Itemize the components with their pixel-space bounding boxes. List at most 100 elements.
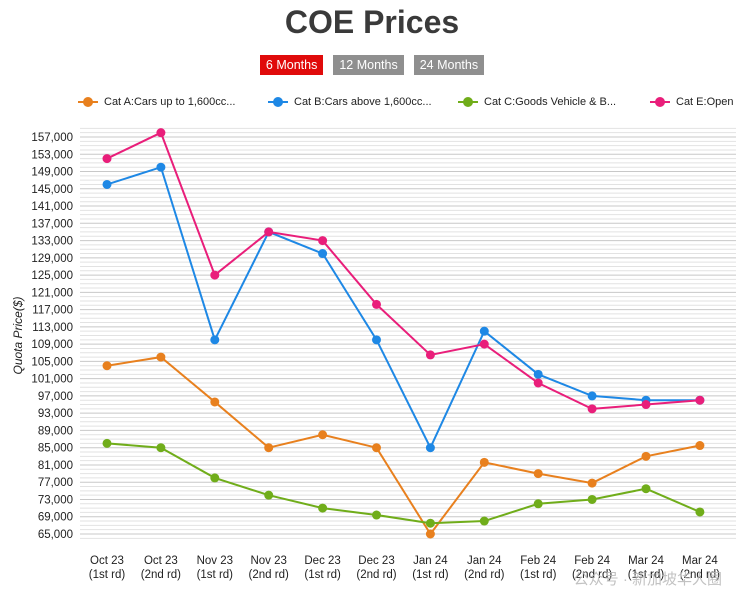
x-tick-label: Dec 23 <box>304 555 340 567</box>
data-point <box>533 378 543 388</box>
x-tick-sublabel: (2nd rd) <box>141 569 181 581</box>
x-tick-label: Jan 24 <box>413 555 448 567</box>
data-point <box>695 441 705 451</box>
y-tick-label: 89,000 <box>38 425 73 437</box>
data-point <box>425 518 435 528</box>
range-button-6-months[interactable]: 6 Months <box>259 55 324 75</box>
data-point <box>587 494 597 504</box>
legend-label: Cat E:Open <box>676 96 734 108</box>
y-tick-label: 133,000 <box>31 236 73 248</box>
data-point <box>533 469 543 479</box>
y-tick-label: 109,000 <box>31 339 73 351</box>
x-tick-label: Dec 23 <box>358 555 394 567</box>
y-tick-label: 157,000 <box>31 132 73 144</box>
y-tick-label: 105,000 <box>31 356 73 368</box>
watermark: 公众号 · 新加坡华人圈 <box>573 571 722 588</box>
data-point <box>102 179 112 189</box>
legend-item-4[interactable]: Cat E:Open <box>650 96 733 108</box>
data-point <box>210 270 220 280</box>
data-point <box>156 162 166 172</box>
data-point <box>372 299 381 309</box>
data-point <box>156 352 166 362</box>
x-tick-sublabel: (1st rd) <box>520 569 557 581</box>
data-point <box>695 395 705 405</box>
data-point <box>318 236 328 246</box>
data-point <box>318 430 328 440</box>
y-tick-label: 69,000 <box>38 512 73 524</box>
legend-label: Cat A:Cars up to 1,600cc... <box>104 96 236 108</box>
x-tick-label: Oct 23 <box>144 555 178 567</box>
y-tick-label: 113,000 <box>32 322 73 334</box>
data-point <box>102 438 112 448</box>
series-line-3 <box>106 442 701 525</box>
x-tick-label: Nov 23 <box>250 555 286 567</box>
legend-item-1[interactable]: Cat A:Cars up to 1,600cc... <box>78 96 235 108</box>
y-tick-label: 77,000 <box>38 477 73 489</box>
data-point <box>533 499 543 509</box>
y-tick-label: 153,000 <box>31 149 73 161</box>
data-point <box>318 503 328 513</box>
y-tick-label: 93,000 <box>38 408 73 420</box>
x-tick-sublabel: (1st rd) <box>89 569 126 581</box>
data-point <box>102 361 112 371</box>
data-point <box>587 478 597 488</box>
range-button-24-months[interactable]: 24 Months <box>413 55 485 75</box>
data-point <box>210 397 220 407</box>
legend-swatch <box>268 97 288 107</box>
y-tick-label: 125,000 <box>31 270 73 282</box>
data-point <box>372 510 381 520</box>
data-point <box>318 249 328 259</box>
y-tick-label: 121,000 <box>31 287 73 299</box>
data-point <box>210 473 220 483</box>
data-point <box>479 326 489 336</box>
x-tick-sublabel: (2nd rd) <box>464 569 504 581</box>
data-point <box>641 484 651 494</box>
y-tick-label: 65,000 <box>38 529 73 541</box>
data-point <box>264 490 274 500</box>
data-point <box>425 350 435 360</box>
legend-swatch <box>78 97 98 107</box>
legend-swatch <box>458 97 478 107</box>
series-line-1 <box>106 356 701 536</box>
x-tick-sublabel: (2nd rd) <box>680 569 720 581</box>
data-point <box>372 443 381 453</box>
data-point <box>264 227 274 237</box>
x-tick-label: Nov 23 <box>197 555 233 567</box>
y-tick-label: 145,000 <box>31 184 73 196</box>
y-tick-label: 73,000 <box>38 494 73 506</box>
x-tick-label: Mar 24 <box>682 555 718 567</box>
y-tick-label: 137,000 <box>31 218 73 230</box>
x-tick-sublabel: (2nd rd) <box>572 569 612 581</box>
y-tick-label: 97,000 <box>38 391 73 403</box>
x-tick-sublabel: (1st rd) <box>412 569 449 581</box>
x-tick-sublabel: (2nd rd) <box>356 569 396 581</box>
range-button-12-months[interactable]: 12 Months <box>333 55 404 75</box>
x-tick-sublabel: (1st rd) <box>197 569 234 581</box>
x-tick-label: Jan 24 <box>467 555 502 567</box>
legend-item-3[interactable]: Cat C:Goods Vehicle & B... <box>458 96 616 108</box>
data-point <box>479 339 489 349</box>
x-tick-label: Oct 23 <box>90 555 124 567</box>
y-axis-label: Quota Price($) <box>11 296 25 374</box>
data-point <box>533 369 543 379</box>
y-tick-label: 81,000 <box>38 460 73 472</box>
data-point <box>210 335 220 345</box>
x-tick-sublabel: (1st rd) <box>628 569 665 581</box>
legend-label: Cat C:Goods Vehicle & B... <box>484 96 617 108</box>
legend-item-2[interactable]: Cat B:Cars above 1,600cc... <box>268 96 432 108</box>
x-tick-sublabel: (1st rd) <box>304 569 341 581</box>
chart-title: COE Prices <box>284 4 460 40</box>
y-tick-label: 101,000 <box>31 374 73 386</box>
series-line-4 <box>106 131 700 410</box>
data-point <box>479 457 489 467</box>
x-tick-label: Feb 24 <box>574 555 610 567</box>
data-point <box>156 443 166 453</box>
y-tick-label: 149,000 <box>31 167 73 179</box>
data-point <box>372 335 381 345</box>
series-line-2 <box>106 165 700 451</box>
data-point <box>102 154 112 164</box>
x-tick-label: Mar 24 <box>628 555 664 567</box>
data-point <box>641 451 651 461</box>
data-point <box>587 404 597 414</box>
data-point <box>264 443 274 453</box>
